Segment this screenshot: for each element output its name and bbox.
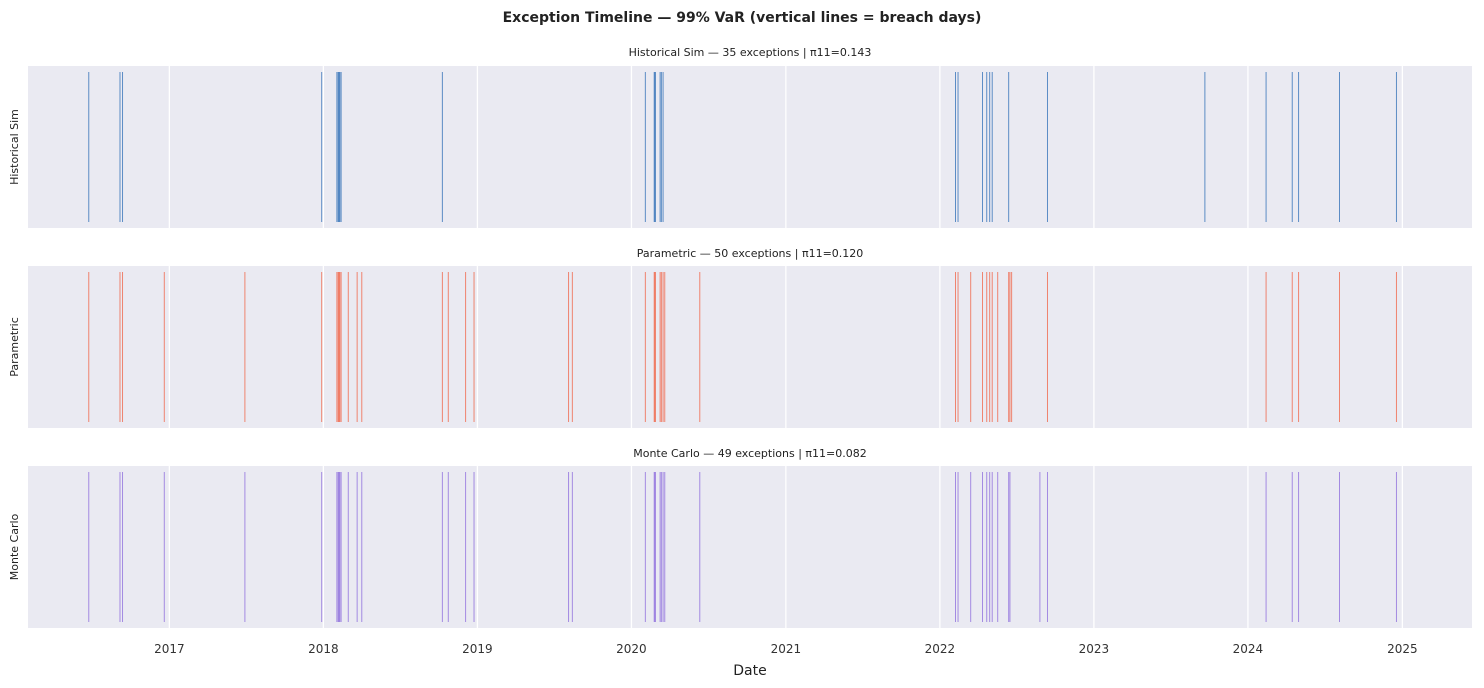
ylabel-monte-carlo: Monte Carlo: [8, 513, 21, 580]
x-tick-label: 2024: [1233, 642, 1264, 656]
x-tick-label: 2022: [925, 642, 956, 656]
plot-area-parametric: [28, 266, 1472, 428]
grid-historical-sim: [168, 66, 1404, 228]
grid-parametric: [168, 266, 1404, 428]
grid-monte-carlo: [168, 466, 1404, 628]
ylabel-historical-sim: Historical Sim: [8, 109, 21, 185]
panel-title-monte-carlo: Monte Carlo — 49 exceptions | π11=0.082: [633, 447, 867, 460]
panel-title-parametric: Parametric — 50 exceptions | π11=0.120: [637, 247, 864, 260]
x-tick-label: 2019: [462, 642, 493, 656]
breach-lines-monte-carlo: [88, 472, 1397, 622]
plot-area-historical-sim: [28, 66, 1472, 228]
plot-area-monte-carlo: [28, 466, 1472, 628]
panel-historical-sim: Historical Sim — 35 exceptions | π11=0.1…: [8, 46, 1472, 228]
figure-title: Exception Timeline — 99% VaR (vertical l…: [503, 10, 982, 26]
breach-lines-parametric: [88, 272, 1397, 422]
x-tick-label: 2017: [154, 642, 185, 656]
x-tick-label: 2023: [1079, 642, 1110, 656]
x-tick-label: 2021: [771, 642, 802, 656]
x-tick-label: 2018: [308, 642, 339, 656]
breach-lines-historical-sim: [88, 72, 1397, 222]
x-tick-label: 2020: [616, 642, 647, 656]
x-axis-label: Date: [733, 663, 766, 679]
ylabel-parametric: Parametric: [8, 317, 21, 377]
x-tick-label: 2025: [1387, 642, 1418, 656]
x-axis-ticks: 2017 2018 2019 2020 2021 2022 2023 2024 2025: [154, 642, 1418, 656]
panel-parametric: Parametric — 50 exceptions | π11=0.120 P…: [8, 247, 1472, 428]
panel-title-historical-sim: Historical Sim — 35 exceptions | π11=0.1…: [629, 46, 872, 59]
panel-monte-carlo: Monte Carlo — 49 exceptions | π11=0.082 …: [8, 447, 1472, 628]
